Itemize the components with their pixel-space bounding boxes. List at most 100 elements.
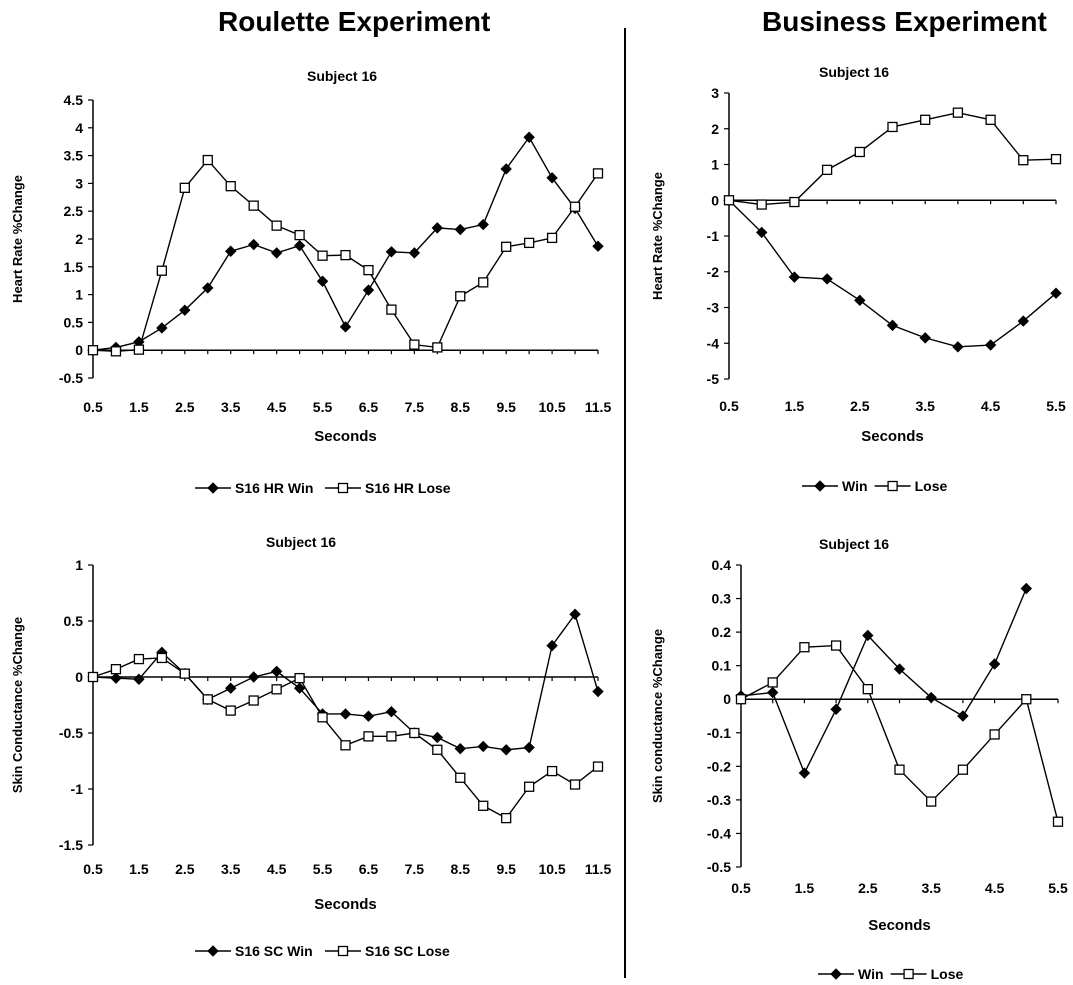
data-point [755,226,768,239]
data-point [789,196,800,208]
y-tick-label: 0.5 [64,314,84,330]
section-divider [624,28,626,978]
y-tick-label: 2 [711,121,719,137]
legend-label: S16 SC Lose [365,943,450,959]
data-point [454,742,466,755]
legend-diamond-marker [207,482,219,494]
data-point [340,249,351,261]
data-point [592,761,604,772]
legend-label: S16 HR Win [235,480,313,496]
y-axis-label: Skin conductance %Change [650,629,665,803]
y-tick-label: -1 [707,228,720,244]
data-point [432,342,443,353]
data-point [409,339,420,350]
y-tick-label: 4.5 [64,92,84,108]
y-tick-label: -0.5 [59,725,83,741]
x-tick-label: 7.5 [405,399,425,415]
x-tick-label: 0.5 [719,398,739,414]
data-point [920,114,931,125]
legend-square-marker [903,968,914,980]
data-point [293,239,306,252]
data-point [478,277,489,288]
data-point [156,322,168,334]
x-tick-label: 3.5 [921,880,941,896]
y-tick-label: 2.5 [64,203,84,219]
x-tick-label: 9.5 [496,861,516,877]
y-tick-label: 0.4 [712,557,732,573]
legend-diamond-marker [814,480,826,492]
y-tick-label: 0 [75,342,83,358]
x-axis-label: Seconds [861,428,924,445]
x-tick-label: 0.5 [83,861,103,877]
y-tick-label: -5 [707,371,720,387]
data-point [1052,816,1064,827]
x-tick-label: 1.5 [785,398,805,414]
business-section-title: Business Experiment [762,6,1047,37]
data-point [294,229,305,241]
data-point [592,240,604,252]
x-tick-label: 5.5 [313,399,333,415]
data-point [1021,694,1032,705]
data-point [821,273,833,285]
y-tick-label: 1 [75,287,83,303]
data-point [830,640,842,651]
data-point [723,195,735,206]
x-tick-label: 2.5 [858,880,878,896]
legend-entry: S16 SC Win [195,943,313,959]
legend-entry: Lose [874,478,947,494]
legend-square-marker [337,482,349,494]
data-point [477,218,489,231]
data-point [202,154,213,166]
x-tick-label: 5.5 [1048,880,1068,896]
y-tick-label: -0.2 [707,758,731,774]
y-tick-label: -4 [707,335,720,351]
data-point [894,764,905,775]
data-point [862,684,873,695]
data-point [248,695,259,706]
data-point [546,172,558,184]
data-point [957,764,969,775]
series-lose [87,154,604,357]
data-point [317,712,328,723]
y-axis-label: Skin Conductance %Change [10,617,25,793]
y-axis-label: Heart Rate %Change [10,175,25,303]
data-point [385,706,398,718]
x-tick-label: 3.5 [221,399,241,415]
x-tick-label: 1.5 [795,880,815,896]
y-tick-label: 0.5 [64,613,84,629]
data-point [546,765,558,777]
data-point [247,671,260,683]
x-tick-label: 8.5 [451,399,471,415]
data-point [455,772,466,783]
x-tick-label: 0.5 [83,399,103,415]
data-point [455,291,466,302]
data-point [431,731,444,744]
data-point [984,339,997,351]
data-point [247,238,260,251]
legend-diamond-marker [207,945,219,957]
legend-entry: S16 SC Lose [325,943,450,959]
y-tick-label: 0 [711,192,719,208]
data-point [501,241,512,252]
chart-title: Subject 16 [307,68,377,84]
data-point [87,671,99,683]
x-axis-label: Seconds [314,896,377,913]
y-tick-label: 0.2 [712,624,732,640]
data-point [409,727,420,739]
data-point [271,684,282,695]
data-point [133,673,145,685]
data-point [854,146,865,158]
series-line [740,588,1027,775]
data-point [546,232,558,244]
legend-label: Lose [931,966,964,982]
data-point [988,658,1001,670]
x-tick-label: 4.5 [985,880,1005,896]
series-lose [723,107,1062,210]
x-tick-label: 4.5 [981,398,1001,414]
legend-label: Win [858,966,884,982]
data-point [893,663,906,675]
chart-title: Subject 16 [819,64,889,80]
y-axis-label: Heart Rate %Change [650,172,665,300]
data-point [202,694,213,705]
y-tick-label: 0 [75,669,83,685]
